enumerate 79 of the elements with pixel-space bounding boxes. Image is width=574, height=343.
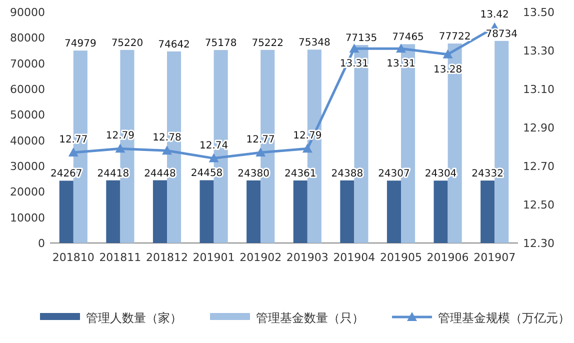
x-tick-label: 201903 <box>286 251 328 264</box>
legend-label: 管理人数量（家） <box>86 311 182 325</box>
x-tick-label: 201812 <box>146 251 188 264</box>
legend-label: 管理基金规模（万亿元） <box>438 311 570 325</box>
data-label: 13.31 <box>340 58 369 70</box>
y-tick-label: 20000 <box>10 186 45 199</box>
data-label: 24361 <box>284 168 316 180</box>
data-label: 24267 <box>50 168 82 180</box>
y-tick-label: 50000 <box>10 108 45 122</box>
y2-tick-label: 13.30 <box>523 44 554 58</box>
legend-label: 管理基金数量（只） <box>256 311 364 325</box>
data-label: 78734 <box>486 28 518 40</box>
y-tick-label: 80000 <box>10 32 45 45</box>
point <box>208 153 219 162</box>
y2-tick-label: 12.30 <box>523 237 554 250</box>
data-label: 24448 <box>144 168 176 180</box>
data-label: 75220 <box>111 38 144 49</box>
point <box>302 144 312 153</box>
data-label: 77135 <box>345 33 378 44</box>
data-label: 24418 <box>97 168 130 180</box>
y2-tick-label: 13.50 <box>523 6 554 19</box>
y-tick-label: 70000 <box>10 57 45 70</box>
data-label: 74979 <box>64 38 96 50</box>
point <box>256 148 266 157</box>
data-label: 75222 <box>252 38 284 49</box>
y-tick-label: 90000 <box>10 6 45 19</box>
x-tick-label: 201902 <box>240 251 282 264</box>
data-label: 24304 <box>424 168 457 180</box>
y2-tick-label: 12.70 <box>523 160 554 173</box>
bar <box>152 180 167 243</box>
x-tick-label: 201907 <box>474 251 516 264</box>
y-tick-label: 40000 <box>10 134 45 148</box>
point <box>442 49 453 58</box>
data-label: 24388 <box>331 168 364 180</box>
point <box>396 44 406 53</box>
bar <box>106 180 120 243</box>
data-label: 77465 <box>392 32 424 44</box>
point <box>162 146 172 155</box>
point <box>115 144 126 153</box>
data-label: 77722 <box>438 32 471 43</box>
data-label: 75178 <box>204 38 237 50</box>
data-label: 24458 <box>190 168 223 180</box>
point <box>68 148 78 157</box>
bar <box>59 180 74 243</box>
x-tick-label: 201904 <box>333 251 376 264</box>
data-label: 13.28 <box>433 64 462 76</box>
data-label: 74642 <box>158 39 190 50</box>
bar <box>480 180 495 243</box>
data-label: 13.42 <box>480 9 509 20</box>
bar <box>246 180 261 243</box>
y-tick-label: 30000 <box>10 160 45 173</box>
y-tick-label: 0 <box>38 237 45 250</box>
bar <box>340 180 354 243</box>
x-tick-label: 201811 <box>99 251 142 264</box>
point <box>349 44 360 53</box>
y-tick-label: 60000 <box>10 83 45 96</box>
y2-tick-label: 13.10 <box>523 83 554 96</box>
data-label: 24332 <box>472 168 504 180</box>
x-tick-label: 201906 <box>426 251 469 264</box>
y2-tick-label: 12.50 <box>523 198 554 212</box>
bar <box>200 180 214 243</box>
data-label: 12.77 <box>59 134 88 146</box>
x-tick-label: 201810 <box>52 251 94 264</box>
data-label: 12.74 <box>199 140 228 152</box>
data-label: 12.79 <box>106 130 135 142</box>
data-label: 75348 <box>298 38 330 49</box>
data-label: 13.31 <box>386 58 416 70</box>
x-tick-label: 201905 <box>380 251 422 264</box>
bar <box>293 180 308 243</box>
y-tick-label: 10000 <box>10 211 45 224</box>
y2-tick-label: 12.90 <box>523 122 554 134</box>
x-tick-label: 201901 <box>192 251 235 264</box>
data-label: 12.78 <box>152 132 182 144</box>
data-label: 24380 <box>238 168 270 180</box>
data-label: 12.79 <box>293 130 322 142</box>
bar <box>434 180 448 243</box>
data-label: 24307 <box>378 168 410 180</box>
data-label: 12.77 <box>246 134 275 146</box>
bar <box>386 180 401 243</box>
